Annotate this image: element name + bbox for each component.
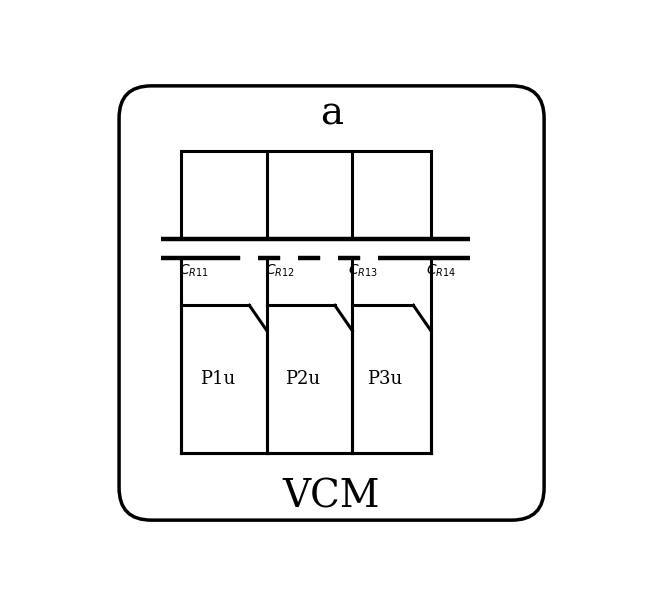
Text: $C_{R12}$: $C_{R12}$ — [265, 262, 294, 279]
Text: P3u: P3u — [367, 370, 402, 388]
Text: VCM: VCM — [283, 479, 380, 515]
Text: $C_{R14}$: $C_{R14}$ — [426, 262, 457, 279]
FancyBboxPatch shape — [119, 86, 544, 520]
Text: $C_{R11}$: $C_{R11}$ — [179, 262, 209, 279]
Text: $C_{R13}$: $C_{R13}$ — [347, 262, 378, 279]
Text: P1u: P1u — [200, 370, 235, 388]
Text: P2u: P2u — [285, 370, 320, 388]
Text: a: a — [320, 95, 343, 132]
